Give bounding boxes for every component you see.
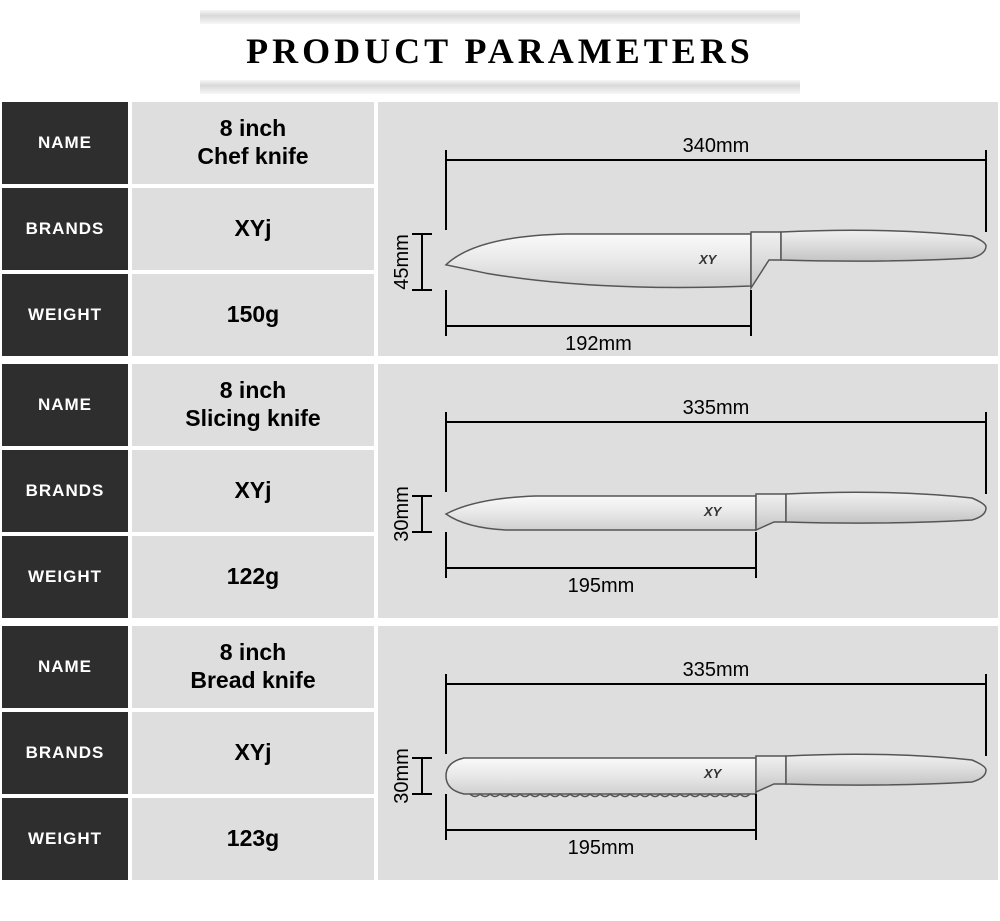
product-section: NAME 8 inch Slicing knife 335mm XY bbox=[2, 364, 998, 618]
brands-label: BRANDS bbox=[2, 712, 128, 794]
name-label: NAME bbox=[2, 364, 128, 446]
weight-label: WEIGHT bbox=[2, 798, 128, 880]
svg-text:45mm: 45mm bbox=[391, 234, 413, 290]
knife-diagram: 335mm XY 195mm 30mm bbox=[378, 626, 998, 880]
svg-text:XY: XY bbox=[703, 766, 723, 781]
knife-diagram: 335mm XY 195mm 30mm bbox=[378, 364, 998, 618]
brands-label: BRANDS bbox=[2, 450, 128, 532]
brands-value: XYj bbox=[132, 188, 374, 270]
svg-text:XY: XY bbox=[698, 252, 718, 267]
product-section: NAME 8 inch Bread knife 335mm XY bbox=[2, 626, 998, 880]
product-section: NAME 8 inch Chef knife 340mm XY bbox=[2, 102, 998, 356]
svg-text:30mm: 30mm bbox=[391, 486, 413, 542]
name-label: NAME bbox=[2, 626, 128, 708]
svg-text:335mm: 335mm bbox=[683, 659, 750, 681]
brands-value: XYj bbox=[132, 712, 374, 794]
svg-text:340mm: 340mm bbox=[683, 135, 750, 157]
brands-value: XYj bbox=[132, 450, 374, 532]
svg-text:335mm: 335mm bbox=[683, 397, 750, 419]
knife-diagram: 340mm XY 192mm 45mm bbox=[378, 102, 998, 356]
svg-text:192mm: 192mm bbox=[565, 333, 632, 355]
name-value: 8 inch Bread knife bbox=[132, 626, 374, 708]
svg-text:195mm: 195mm bbox=[568, 837, 635, 859]
title-container: PRODUCT PARAMETERS bbox=[0, 24, 1000, 80]
header-decor-top bbox=[200, 10, 800, 24]
weight-value: 150g bbox=[132, 274, 374, 356]
name-value: 8 inch Slicing knife bbox=[132, 364, 374, 446]
svg-text:195mm: 195mm bbox=[568, 575, 635, 597]
weight-label: WEIGHT bbox=[2, 536, 128, 618]
weight-label: WEIGHT bbox=[2, 274, 128, 356]
header-decor-bottom bbox=[200, 80, 800, 94]
weight-value: 123g bbox=[132, 798, 374, 880]
weight-value: 122g bbox=[132, 536, 374, 618]
name-label: NAME bbox=[2, 102, 128, 184]
name-value: 8 inch Chef knife bbox=[132, 102, 374, 184]
brands-label: BRANDS bbox=[2, 188, 128, 270]
svg-text:XY: XY bbox=[703, 504, 723, 519]
page-title: PRODUCT PARAMETERS bbox=[0, 30, 1000, 72]
svg-text:30mm: 30mm bbox=[391, 748, 413, 804]
